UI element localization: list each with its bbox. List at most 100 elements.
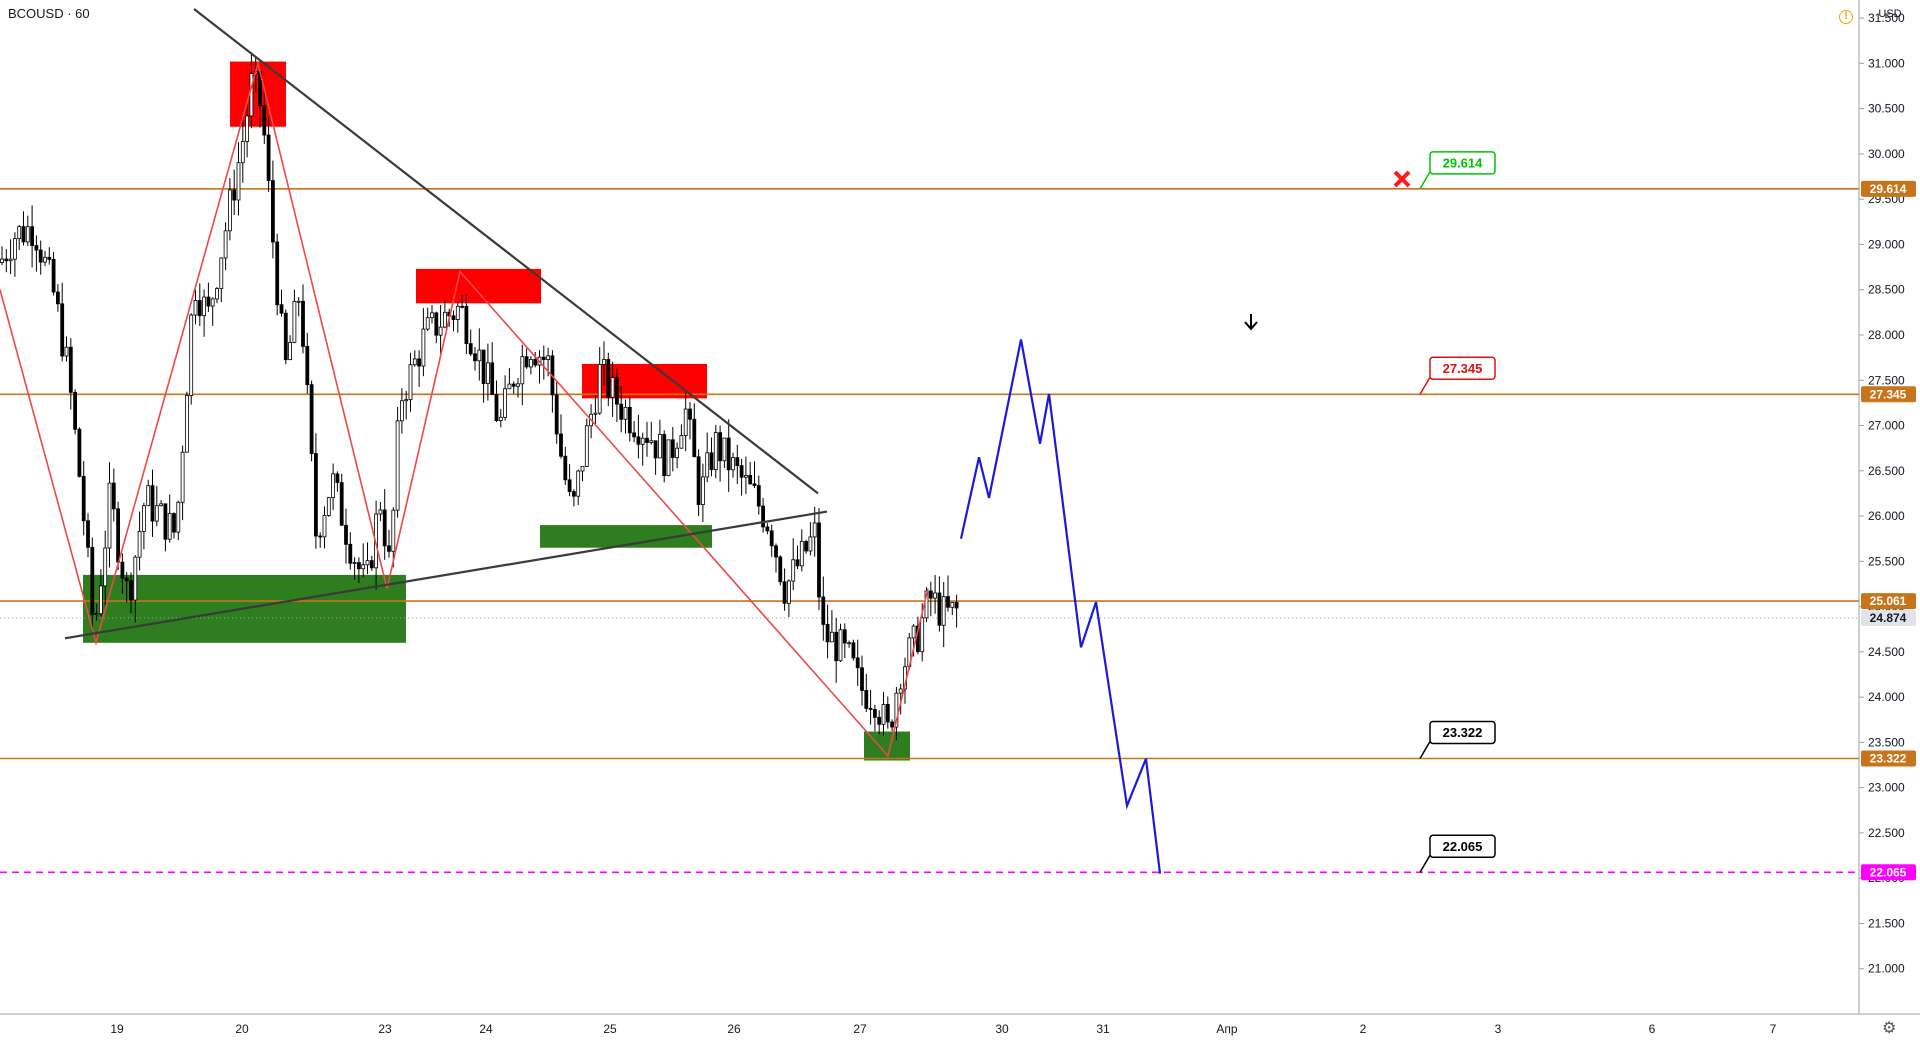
- candle-body: [25, 226, 30, 243]
- candle-body: [266, 134, 271, 181]
- candle-body: [954, 602, 959, 609]
- x-tick-label: 3: [1495, 1022, 1502, 1036]
- callout-1: 27.345: [1419, 356, 1496, 395]
- candle-body: [765, 526, 770, 532]
- level-badge-2-text: 25.061: [1870, 594, 1907, 608]
- candle-body: [215, 288, 219, 300]
- candle-body: [881, 704, 886, 725]
- plot-area[interactable]: 29.614 27.345 23.322 22.065: [0, 8, 1859, 874]
- y-tick-label: 28.000: [1868, 328, 1905, 342]
- candle-body: [529, 359, 533, 368]
- candle-body: [313, 453, 318, 537]
- candle-body: [21, 226, 26, 243]
- candle-body: [154, 505, 159, 522]
- candle-body: [769, 530, 774, 547]
- candle-body: [894, 692, 899, 728]
- x-tick-label: 24: [479, 1022, 493, 1036]
- candle-body: [38, 249, 43, 263]
- x-tick-label: 26: [727, 1022, 741, 1036]
- y-tick-label: 31.000: [1868, 56, 1905, 70]
- candle-body: [331, 473, 336, 499]
- candle-body: [249, 73, 254, 117]
- candle-body: [490, 362, 495, 395]
- target-badge: 22.065: [1861, 864, 1916, 881]
- candle-body: [688, 408, 692, 420]
- candle-body: [455, 305, 460, 320]
- candle-body: [615, 377, 619, 405]
- callout-label: 23.322: [1443, 725, 1483, 740]
- y-tick-label: 23.000: [1868, 781, 1905, 795]
- y-tick-label: 21.500: [1868, 916, 1905, 930]
- y-tick-label: 25.500: [1868, 554, 1905, 568]
- y-tick-label: 27.500: [1868, 373, 1905, 387]
- callout-label: 27.345: [1443, 361, 1483, 376]
- candle-body: [653, 440, 658, 459]
- candle-body: [309, 384, 314, 454]
- level-badge-0: 29.614: [1861, 180, 1916, 197]
- candle-body: [81, 476, 86, 522]
- candle-body: [438, 326, 443, 336]
- last-price-badge-bg: [1861, 609, 1916, 626]
- candle-body: [236, 162, 241, 201]
- symbol-title[interactable]: BCOUSD · 60: [8, 6, 90, 21]
- candle-body: [713, 432, 718, 470]
- candle-body: [498, 416, 503, 421]
- x-tick-label: 25: [603, 1022, 617, 1036]
- candle-body: [627, 406, 632, 434]
- callout-box: [1429, 151, 1496, 175]
- candle-body: [193, 300, 198, 316]
- callout-0: 29.614: [1419, 151, 1496, 190]
- candle-body: [666, 439, 671, 477]
- candle-body: [473, 353, 477, 362]
- candles-layer: [0, 52, 959, 741]
- zones-layer: [83, 61, 910, 761]
- candle-body: [864, 690, 869, 709]
- x-tick-label: 27: [853, 1022, 867, 1036]
- settings-gear-icon[interactable]: ⚙: [1882, 1020, 1897, 1037]
- candle-body: [546, 355, 550, 360]
- candle-body: [744, 474, 748, 478]
- candle-body: [559, 433, 563, 457]
- candle-body: [232, 189, 237, 201]
- warning-icon[interactable]: !: [1839, 10, 1853, 24]
- level-badge-1-text: 27.345: [1870, 387, 1907, 401]
- candle-body: [830, 631, 834, 643]
- candle-body: [778, 556, 783, 583]
- candle-body: [356, 562, 361, 570]
- projection-layer: [959, 339, 1162, 874]
- candle-body: [851, 642, 856, 659]
- candle-body: [378, 509, 383, 515]
- candle-body: [670, 439, 675, 458]
- time-axis[interactable]: 19 20 23 24 25 26 27 30 31 Апр 2 3 6 7: [0, 1013, 1920, 1042]
- x-tick-label: 2: [1360, 1022, 1367, 1036]
- resistance-zone-3: [230, 61, 286, 127]
- candle-body: [133, 556, 138, 601]
- candle-body: [679, 435, 684, 449]
- x-tick-label: 23: [378, 1022, 392, 1036]
- y-tick-label: 22.500: [1868, 826, 1905, 840]
- level-badge-3-text: 23.322: [1870, 752, 1907, 766]
- candle-body: [94, 613, 99, 616]
- price-axis[interactable]: USD 21.00021.50022.00022.50023.00023.500…: [1858, 0, 1920, 1014]
- level-badge-2-bg: [1861, 593, 1916, 610]
- candle-body: [619, 403, 624, 420]
- callout-leader: [1419, 171, 1431, 190]
- candle-body: [636, 436, 641, 445]
- candle-body: [296, 300, 301, 303]
- candle-body: [632, 432, 636, 438]
- candle-body: [709, 452, 714, 470]
- level-badge-2: 25.061: [1861, 593, 1916, 610]
- currency-label: USD: [1878, 8, 1901, 20]
- candle-body: [17, 226, 22, 240]
- callout-box: [1429, 356, 1496, 381]
- candle-body: [262, 105, 267, 136]
- candle-body: [99, 585, 103, 615]
- candle-body: [821, 596, 826, 625]
- candle-body: [4, 258, 9, 262]
- candle-body: [804, 540, 808, 552]
- candle-body: [86, 520, 90, 548]
- candle-body: [817, 522, 821, 598]
- candle-body: [812, 522, 817, 538]
- candle-body: [572, 491, 576, 497]
